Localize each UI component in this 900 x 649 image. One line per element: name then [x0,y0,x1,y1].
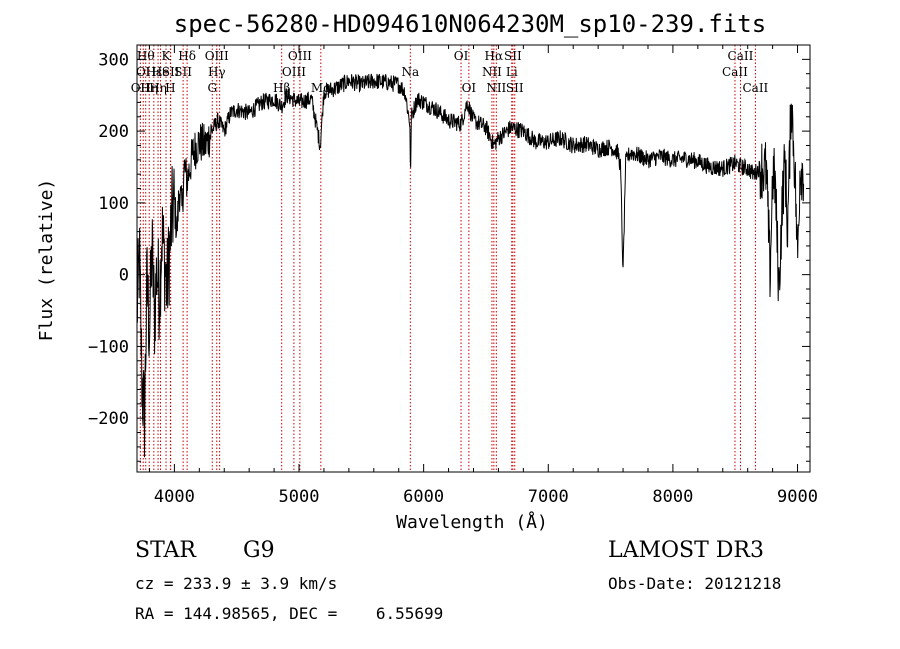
x-tick-label: 8000 [652,487,693,507]
line-label-26-0: SII [504,49,522,63]
spectrum-line [136,73,805,458]
line-label-11-0: SII [174,65,192,79]
chart-title: spec-56280-HD094610N064230M_sp10-239.fit… [174,10,766,38]
line-markers [139,45,756,472]
line-label-4-0: Hε [145,65,162,79]
redshift-cz: cz = 233.9 ± 3.9 km/s [135,574,338,593]
object-subclass: G9 [243,538,275,563]
x-tick-label: 4000 [154,487,195,507]
x-axis-label: Wavelength (Å) [396,511,548,533]
line-label-3-0: Hη [140,81,158,95]
line-label-6-0: He [152,65,170,79]
line-label-16-0: OIII [282,65,306,79]
line-label-9-0: SII [162,65,180,79]
x-axis-ticks: 4000 5000 6000 7000 8000 9000 [148,45,818,507]
x-tick-label: 7000 [528,487,569,507]
line-label-17-0: OIII [288,49,312,63]
line-label-20-0: OI [454,49,469,63]
x-tick-label: 5000 [279,487,320,507]
line-label-8-0: H [165,81,175,95]
line-label-7-0: K [162,49,172,63]
y-axis-label: Flux (relative) [36,179,57,342]
y-tick-label: 100 [98,194,129,214]
line-label-5-0: Hη [149,81,167,95]
line-label-10-0: Hδ [178,49,196,63]
y-axis-ticks: −200 −100 0 100 200 300 [88,44,810,462]
line-label-25-0: Li [506,65,518,79]
object-class: STAR [135,538,196,563]
line-label-13-0: OIII [205,49,229,63]
y-tick-label: 0 [119,266,129,286]
x-tick-label: 9000 [777,487,818,507]
line-label-28-0: CaII [722,65,748,79]
line-label-12-0: G [207,81,217,95]
line-label-29-0: CaII [728,49,754,63]
line-label-27-0: SII [506,81,524,95]
line-label-1-0: OI [136,65,151,79]
line-label-22-0: NII [482,65,502,79]
y-tick-label: 300 [98,50,129,70]
ra-dec: RA = 144.98565, DEC = 6.55699 [135,604,444,623]
y-tick-label: 200 [98,122,129,142]
y-tick-label: −100 [88,337,129,357]
observation-date: Obs-Date: 20121218 [608,574,782,593]
y-tick-label: −200 [88,409,129,429]
line-label-19-0: Na [401,65,419,79]
x-tick-label: 6000 [403,487,444,507]
line-label-30-0: CaII [742,81,768,95]
line-label-23-0: Hα [485,49,504,63]
line-labels: OIIOIHθHηHεHηHeKHSIIHδSIIGOIIIHγHβOIIIOI… [131,49,769,95]
survey-name: LAMOST DR3 [608,538,764,563]
line-label-21-0: OI [462,81,477,95]
line-label-24-0: NII [486,81,506,95]
line-label-13-1: Hγ [208,65,226,79]
line-label-2-0: Hθ [137,49,155,63]
